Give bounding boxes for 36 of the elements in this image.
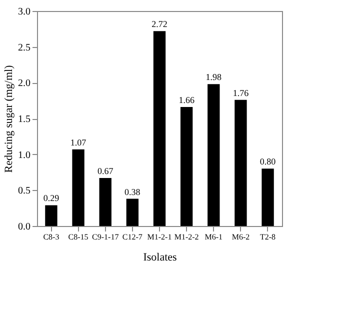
- bar: [45, 205, 58, 226]
- data-label: 1.98: [206, 72, 222, 82]
- data-label: 0.38: [124, 186, 141, 197]
- y-tick-label: 1.5: [18, 114, 30, 125]
- y-tick-label: 2.0: [18, 78, 30, 90]
- x-tick-label: M1-2-1: [147, 232, 172, 242]
- x-tick-label: C12-7: [122, 232, 142, 242]
- x-tick-label: C8-3: [43, 232, 60, 242]
- data-label: 0.29: [43, 193, 60, 204]
- x-tick-label: T2-8: [260, 232, 276, 242]
- x-tick-label: M6-2: [232, 232, 250, 242]
- x-tick-label: M1-2-2: [174, 232, 199, 242]
- data-label: 1.76: [232, 88, 250, 98]
- bar: [262, 168, 274, 226]
- x-axis-title: Isolates: [143, 252, 177, 264]
- y-tick-label: 3.0: [18, 6, 30, 18]
- y-tick-label: 2.5: [18, 42, 30, 54]
- bar: [208, 84, 220, 226]
- data-label: 2.72: [152, 19, 168, 30]
- x-tick-label: C8-15: [68, 232, 88, 242]
- bar: [126, 198, 139, 226]
- bar: [180, 107, 193, 226]
- bar: [153, 31, 166, 226]
- data-label: 1.07: [70, 137, 87, 148]
- bar: [234, 100, 247, 226]
- bar: [99, 178, 112, 226]
- y-tick-label: 1.0: [18, 150, 30, 161]
- y-tick-label: 0.5: [18, 186, 30, 197]
- x-tick-label: M6-1: [204, 232, 223, 242]
- data-label: 0.80: [260, 156, 276, 167]
- data-label: 0.67: [97, 166, 114, 176]
- data-label: 1.66: [178, 95, 195, 106]
- x-tick-label: C9-1-17: [92, 232, 119, 242]
- y-tick-label: 0.0: [18, 222, 30, 232]
- bar: [72, 149, 84, 226]
- y-axis-title: Reducing sugar (mg/ml): [3, 64, 15, 173]
